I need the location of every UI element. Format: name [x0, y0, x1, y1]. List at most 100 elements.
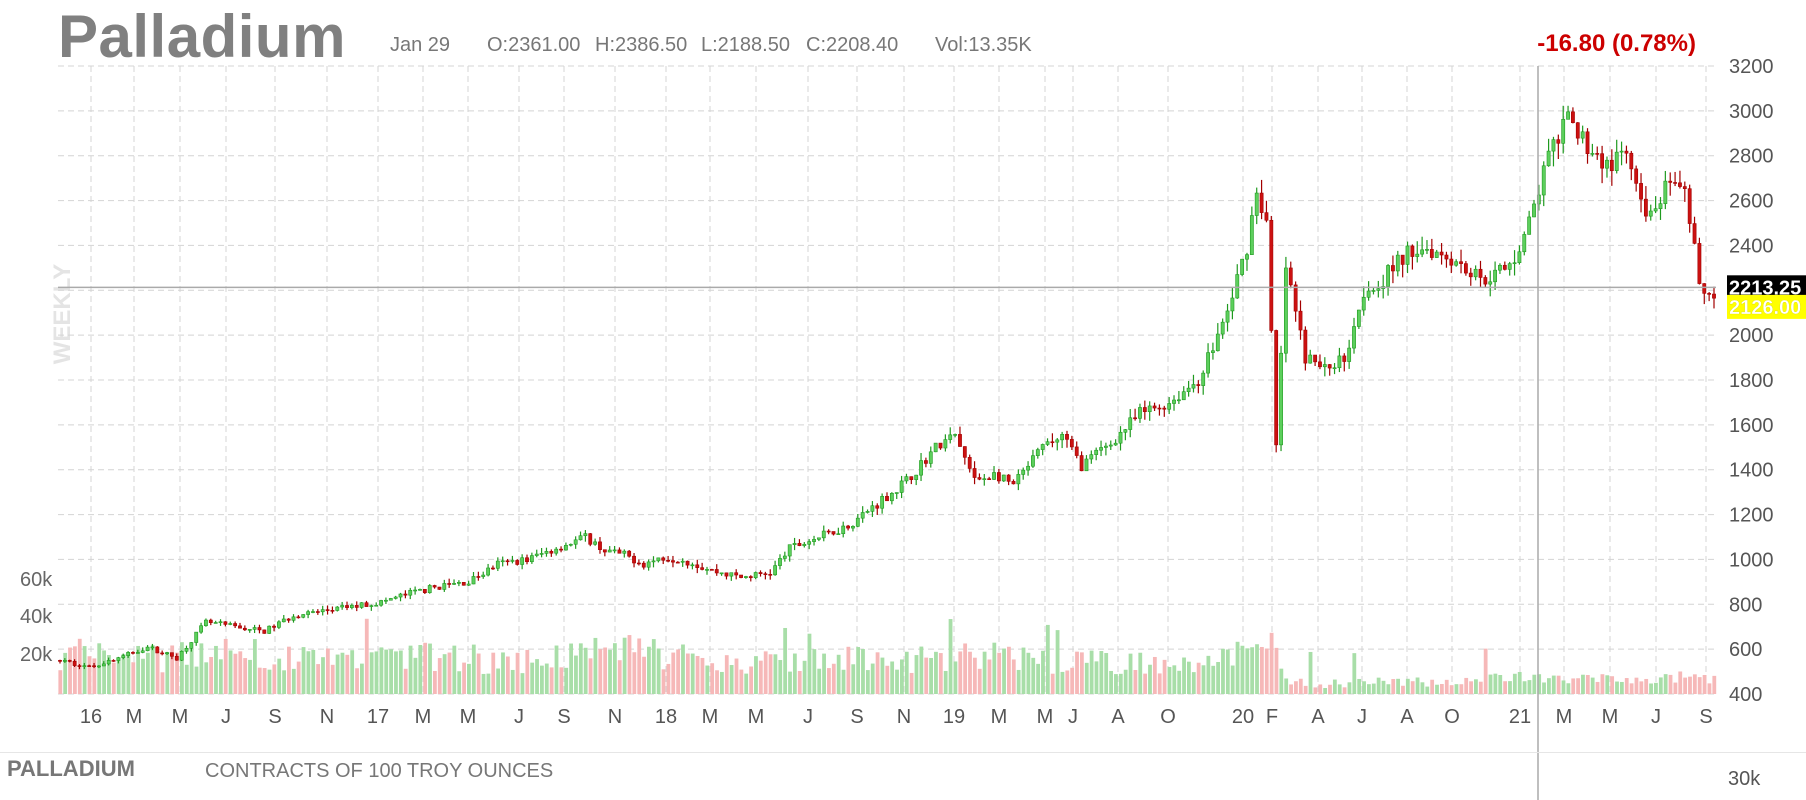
volume-bar	[763, 651, 768, 694]
volume-bar	[1284, 678, 1289, 694]
price-tick-label: 2000	[1729, 325, 1774, 347]
candle-body	[1215, 333, 1220, 352]
candle-body	[1546, 150, 1551, 167]
volume-bar	[914, 655, 919, 694]
candle-body	[491, 567, 495, 570]
volume-bar	[335, 654, 340, 694]
candle-body	[1468, 272, 1473, 278]
candle-body	[885, 496, 889, 502]
candle-body	[1055, 439, 1060, 443]
volume-bar	[442, 654, 447, 694]
candle-body	[1609, 159, 1614, 171]
candle-body	[228, 623, 233, 625]
volume-bar	[1692, 674, 1697, 694]
volume-bar	[681, 644, 685, 694]
candle-body	[967, 457, 972, 469]
candle-body	[914, 474, 919, 480]
footer-divider	[0, 752, 1806, 753]
candle-body	[452, 583, 456, 585]
volume-bar	[467, 663, 471, 694]
volume-bar	[812, 649, 817, 694]
volume-bar	[282, 670, 286, 694]
candle-body	[1493, 269, 1497, 283]
volume-tick-label: 40k	[20, 606, 53, 628]
volume-bar	[637, 638, 642, 694]
volume-bar	[1376, 677, 1381, 694]
volume-bar	[778, 660, 783, 694]
volume-bar	[934, 651, 938, 694]
volume-bar	[1235, 641, 1240, 694]
candle-body	[1225, 310, 1230, 323]
volume-bar	[1522, 681, 1527, 694]
volume-bar	[1493, 673, 1498, 694]
volume-bar	[272, 664, 277, 694]
volume-bar	[1250, 647, 1255, 694]
volume-bar	[1386, 684, 1391, 694]
volume-bar	[1191, 672, 1196, 694]
volume-bar	[1556, 675, 1561, 694]
volume-bar	[1561, 680, 1566, 694]
candle-body	[1658, 203, 1663, 209]
volume-bar	[175, 652, 179, 694]
candle-body	[1444, 254, 1449, 260]
volume-bar	[1148, 664, 1152, 694]
volume-bar	[1264, 648, 1269, 694]
candle-body	[831, 531, 836, 535]
candle-body	[816, 537, 821, 540]
candle-body	[194, 631, 199, 643]
volume-bar	[627, 635, 632, 694]
candle-body	[1371, 290, 1376, 292]
volume-bar	[861, 649, 865, 694]
volume-bar	[291, 668, 296, 694]
time-tick-label: 17	[367, 706, 389, 728]
volume-bar	[243, 658, 248, 694]
candle-body	[199, 625, 203, 633]
volume-bar	[248, 659, 252, 694]
candle-body	[1084, 458, 1089, 472]
candle-body	[1663, 180, 1668, 204]
candle-body	[700, 567, 705, 570]
time-tick-label: N	[897, 706, 911, 728]
candle-body	[1678, 182, 1682, 187]
candle-body	[1512, 262, 1517, 265]
candle-body	[1245, 254, 1249, 260]
volume-bar	[82, 646, 87, 694]
volume-bar	[1031, 657, 1036, 694]
candle-body	[1138, 407, 1142, 419]
candle-body	[1288, 267, 1293, 286]
candle-body	[1697, 243, 1702, 284]
time-tick-label: 18	[655, 706, 677, 728]
candle-body	[481, 574, 486, 577]
volume-bar	[340, 652, 345, 694]
volume-bar	[1070, 667, 1075, 694]
volume-bar	[559, 667, 564, 694]
time-tick-label: J	[1357, 706, 1367, 728]
candle-body	[744, 576, 748, 578]
candle-body	[97, 665, 101, 668]
volume-bar	[1045, 624, 1050, 694]
candle-body	[1104, 445, 1108, 448]
volume-bar	[325, 648, 330, 694]
candle-body	[534, 553, 539, 556]
time-tick-label: O	[1160, 706, 1176, 728]
volume-bar	[846, 646, 851, 694]
volume-bar	[155, 650, 160, 694]
volume-bar	[1162, 659, 1167, 694]
candle-body	[1176, 399, 1181, 402]
candle-body	[1147, 405, 1152, 413]
volume-bar	[1323, 688, 1328, 694]
candle-body	[1405, 245, 1410, 265]
candle-body	[632, 555, 636, 564]
candle-body	[1050, 441, 1055, 444]
volume-bar	[1084, 662, 1089, 694]
volume-bar	[1547, 678, 1551, 694]
time-tick-label: S	[268, 706, 281, 728]
candle-body	[335, 606, 340, 611]
candle-body	[1614, 151, 1619, 171]
candle-body	[1220, 321, 1225, 335]
candle-body	[661, 557, 666, 561]
volume-bar	[1075, 651, 1079, 694]
candle-body	[413, 589, 418, 592]
volume-bar	[1089, 650, 1094, 694]
